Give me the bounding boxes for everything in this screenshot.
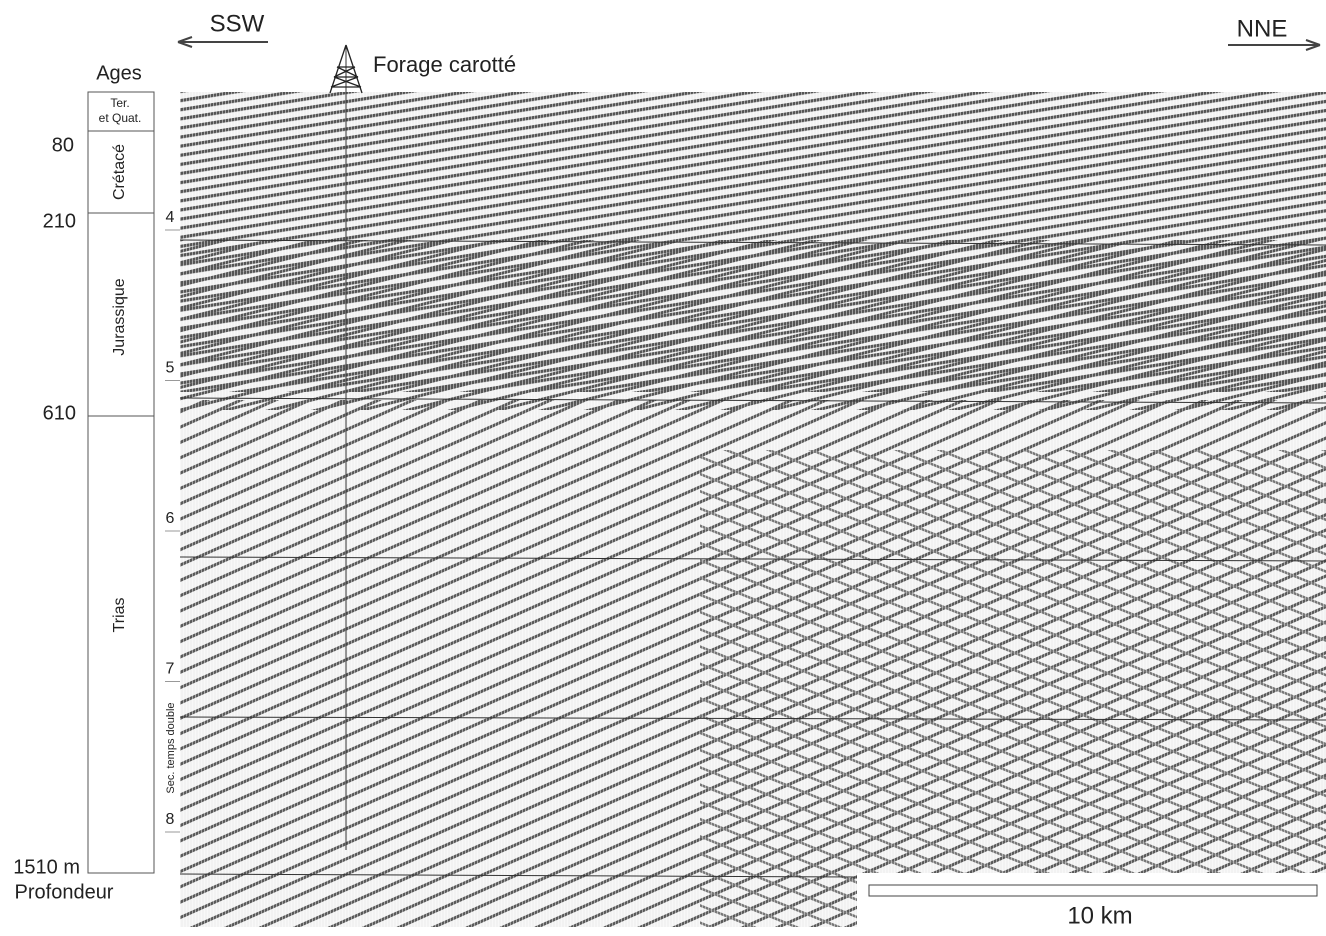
well-label: Forage carotté [373, 52, 516, 77]
age-unit: et Quat. [99, 111, 142, 125]
age-unit: Trias [111, 598, 128, 633]
seismic-section [180, 92, 1326, 927]
age-unit: Crétacé [111, 144, 128, 200]
depth-label: 1510 m [13, 856, 80, 878]
time-tick-label: 8 [166, 811, 175, 828]
age-column [88, 92, 154, 873]
time-tick-label: 7 [166, 661, 175, 678]
figure: SSW NNE Forage carotté Ages Ter. et Quat… [0, 0, 1326, 931]
direction-left: SSW [210, 10, 265, 37]
arrow-left [178, 37, 268, 47]
time-tick-label: 4 [166, 209, 175, 226]
time-tick-label: 6 [166, 510, 175, 527]
depth-axis-label: Profondeur [15, 881, 114, 903]
age-unit: Jurassique [111, 278, 128, 355]
ages-title: Ages [96, 62, 142, 84]
scale-bar [869, 885, 1317, 896]
depth-label: 610 [43, 402, 76, 424]
scale-bar-label: 10 km [1067, 902, 1132, 929]
depth-label: 80 [52, 134, 74, 156]
depth-label: 210 [43, 210, 76, 232]
direction-right: NNE [1237, 15, 1288, 42]
time-axis-label: Sec. temps double [165, 702, 177, 793]
time-tick-label: 5 [166, 360, 175, 377]
age-unit: Ter. [110, 96, 129, 110]
